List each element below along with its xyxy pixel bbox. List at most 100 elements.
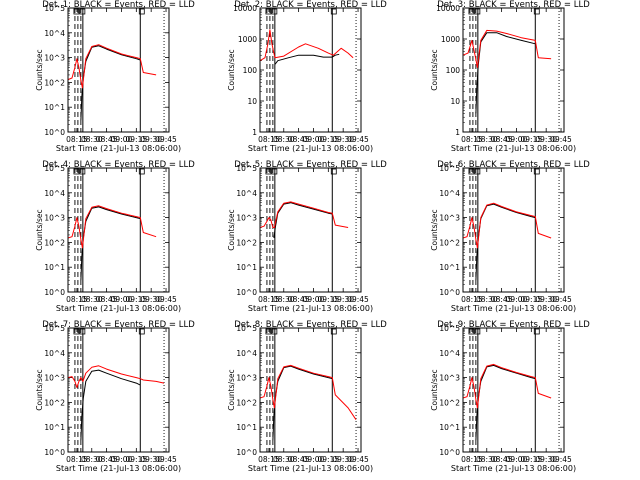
y-tick-label: 10^4	[44, 189, 65, 198]
series-black-line	[80, 206, 141, 281]
x-tick-label: 08:30	[81, 295, 103, 304]
y-tick-label: 1000	[238, 35, 257, 44]
panel-title: Det. 6: BLACK = Events, RED = LLD	[437, 160, 590, 170]
x-tick-label: 09:45	[155, 455, 177, 464]
x-tick-label: 08:30	[81, 455, 103, 464]
x-tick-label: 09:45	[155, 295, 177, 304]
panel-title: Det. 2: BLACK = Events, RED = LLD	[234, 0, 387, 10]
x-tick-label: 09:15	[521, 455, 543, 464]
y-tick-label: 10^0	[44, 448, 65, 457]
x-tick-label: 08:15	[461, 135, 483, 144]
x-tick-label: 09:30	[332, 455, 354, 464]
panel-6: Det. 6: BLACK = Events, RED = LLD 10^0 10^…	[430, 160, 590, 313]
x-tick-label: 08:15	[66, 295, 88, 304]
box-marker	[533, 328, 540, 335]
x-tick-label: 08:30	[273, 455, 295, 464]
x-axis-label: Start Time (21-Jul-13 08:06:00)	[248, 144, 373, 153]
y-tick-label: 10^1	[236, 263, 257, 272]
y-tick-label: 10^5	[439, 164, 460, 173]
y-tick-label: 1	[252, 128, 257, 137]
plot-frame	[67, 7, 170, 133]
box-marker	[330, 8, 337, 15]
x-tick-label: 09:30	[332, 295, 354, 304]
x-tick-label: 09:30	[332, 135, 354, 144]
y-axis-label: Counts/sec	[35, 209, 44, 250]
x-tick-label: 08:30	[476, 295, 498, 304]
panel-2: Det. 2: BLACK = Events, RED = LLD 1 10 100 1…	[227, 0, 387, 153]
x-axis-label: Start Time (21-Jul-13 08:06:00)	[248, 464, 373, 473]
y-tick-label: 10	[450, 97, 460, 106]
x-tick-label: 09:00	[506, 455, 528, 464]
series-black-line	[80, 369, 141, 441]
x-tick-label: 08:30	[273, 295, 295, 304]
x-tick-label: 08:15	[66, 455, 88, 464]
box-marker	[271, 328, 278, 335]
y-tick-label: 10^4	[44, 349, 65, 358]
y-tick-label: 10^1	[44, 423, 65, 432]
x-tick-label: 08:15	[461, 455, 483, 464]
x-tick-label: 09:00	[111, 135, 133, 144]
box-marker	[79, 168, 86, 175]
x-tick-label: 09:15	[318, 295, 340, 304]
y-tick-label: 10^1	[236, 423, 257, 432]
y-tick-label: 10^3	[44, 54, 65, 63]
panel-title: Det. 8: BLACK = Events, RED = LLD	[234, 320, 387, 330]
x-tick-label: 08:15	[66, 135, 88, 144]
y-tick-label: 10^5	[44, 4, 65, 13]
x-tick-label: 09:15	[126, 455, 148, 464]
panel-7: Det. 7: BLACK = Events, RED = LLD 10^0 10^…	[35, 320, 195, 473]
y-tick-label: 10^5	[44, 324, 65, 333]
box-marker	[468, 168, 475, 175]
y-tick-label: 10^3	[44, 214, 65, 223]
box-marker	[474, 168, 481, 175]
box-marker	[533, 168, 540, 175]
y-tick-label: 10^3	[236, 214, 257, 223]
y-axis-label: Counts/sec	[227, 49, 236, 90]
y-tick-label: 10	[247, 97, 257, 106]
y-tick-label: 10^3	[439, 374, 460, 383]
x-axis-label: Start Time (21-Jul-13 08:06:00)	[451, 144, 576, 153]
x-tick-label: 08:15	[258, 455, 280, 464]
y-tick-label: 10^2	[44, 78, 65, 87]
panel-title: Det. 3: BLACK = Events, RED = LLD	[437, 0, 590, 10]
y-tick-label: 10^0	[44, 288, 65, 297]
series-red-line	[462, 29, 552, 68]
x-tick-label: 09:15	[521, 295, 543, 304]
series-black-line	[274, 53, 340, 65]
x-tick-label: 08:45	[491, 455, 513, 464]
series-red-line	[259, 364, 357, 420]
y-tick-label: 10^4	[439, 189, 460, 198]
y-tick-label: 10^5	[236, 164, 257, 173]
x-tick-label: 09:15	[318, 455, 340, 464]
x-tick-label: 09:45	[155, 135, 177, 144]
x-axis-label: Start Time (21-Jul-13 08:06:00)	[248, 304, 373, 313]
series-red-line	[259, 29, 354, 62]
y-tick-label: 10^2	[439, 238, 460, 247]
x-tick-label: 09:45	[347, 295, 369, 304]
plot-frame	[259, 327, 362, 453]
x-tick-label: 09:00	[303, 455, 325, 464]
x-tick-label: 09:15	[126, 295, 148, 304]
y-tick-label: 10^3	[439, 214, 460, 223]
series-red-line	[462, 363, 552, 409]
y-tick-label: 1	[455, 128, 460, 137]
x-tick-label: 08:45	[491, 135, 513, 144]
x-tick-label: 08:45	[288, 295, 310, 304]
series-black-line	[475, 32, 536, 114]
x-tick-label: 09:45	[550, 295, 572, 304]
y-tick-label: 10^2	[236, 238, 257, 247]
x-tick-label: 09:30	[535, 455, 557, 464]
box-marker	[271, 168, 278, 175]
y-tick-label: 10^2	[236, 398, 257, 407]
series-red-line	[67, 365, 165, 388]
series-red-line	[67, 44, 157, 89]
x-tick-label: 09:00	[111, 455, 133, 464]
x-tick-label: 09:30	[140, 295, 162, 304]
x-tick-label: 09:30	[535, 295, 557, 304]
box-marker	[73, 8, 80, 15]
box-marker	[265, 168, 272, 175]
plot-frame	[259, 7, 362, 133]
y-axis-label: Counts/sec	[430, 209, 439, 250]
y-tick-label: 10^5	[44, 164, 65, 173]
series-black-line	[273, 202, 333, 239]
